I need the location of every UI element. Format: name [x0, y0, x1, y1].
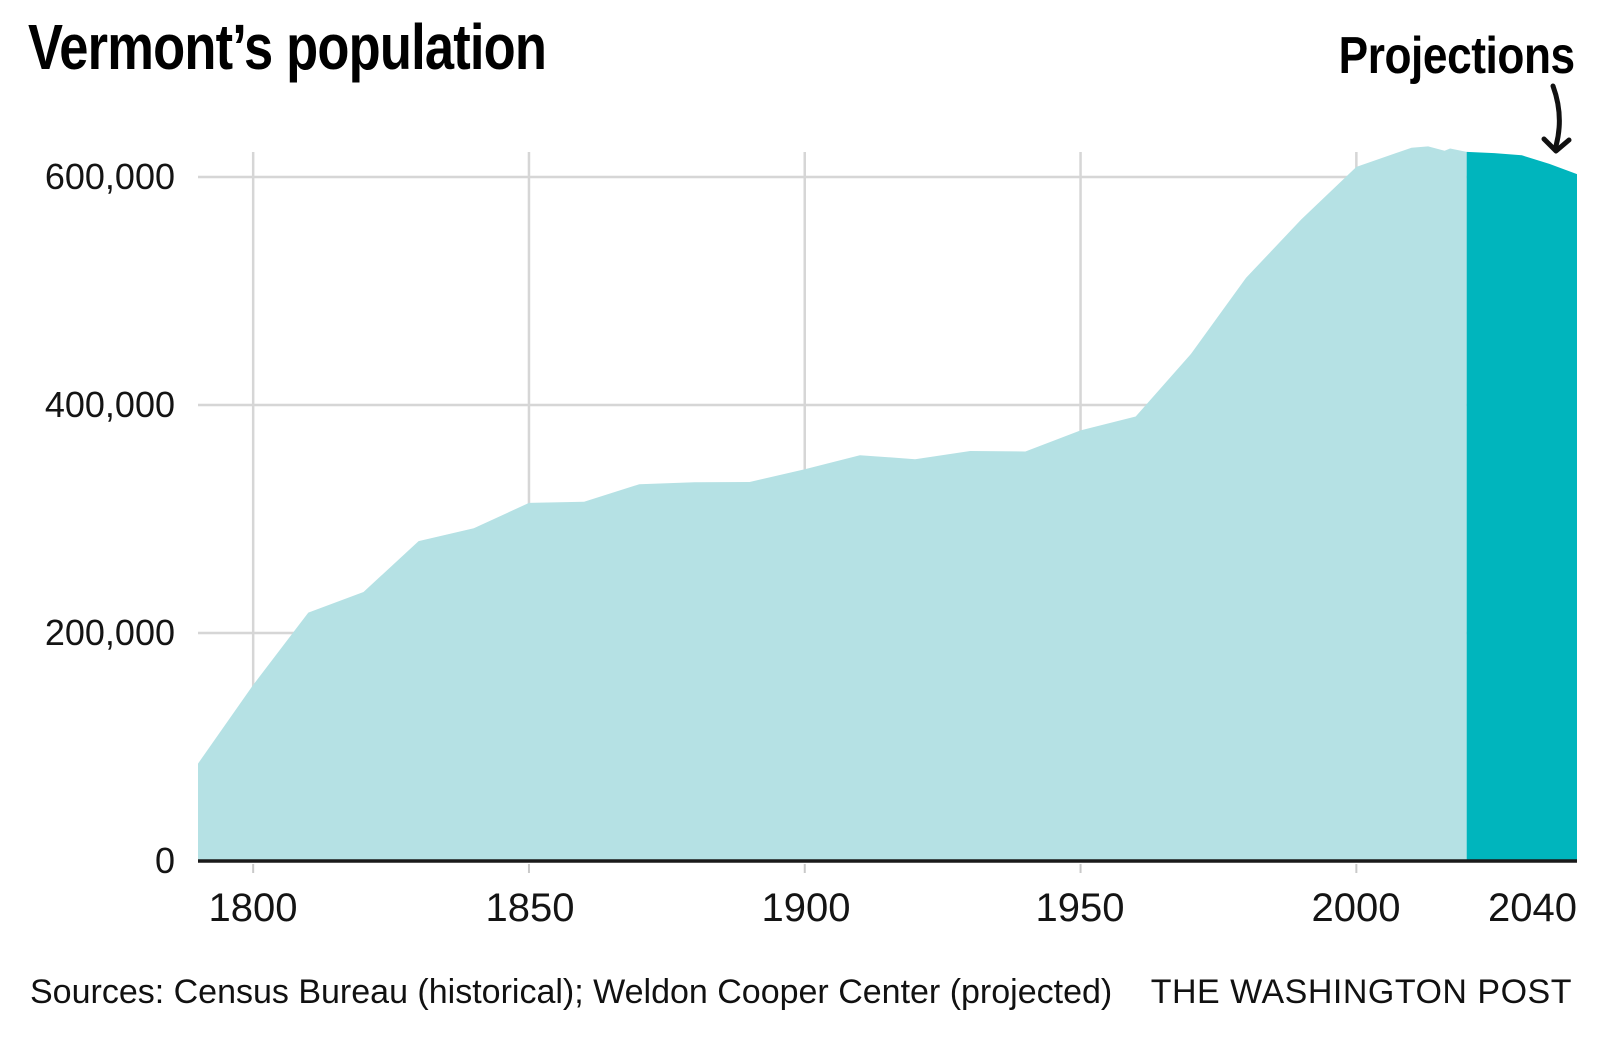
y-axis-label-400000: 400,000 [44, 384, 175, 425]
x-axis-label-1950: 1950 [1035, 886, 1125, 930]
projected-area [1466, 151, 1577, 861]
projections-arrow-icon [1550, 83, 1562, 149]
x-axis-label-1850: 1850 [485, 886, 575, 930]
publisher-credit: THE WASHINGTON POST [1150, 973, 1572, 1011]
y-axis-label-200000: 200,000 [44, 612, 175, 653]
x-axis-label-1800: 1800 [208, 886, 298, 930]
projections-annotation-label: Projections [1338, 27, 1575, 85]
chart-title: Vermont’s population [28, 11, 547, 83]
y-axis-label-600000: 600,000 [44, 156, 175, 197]
projections-arrowhead-icon [1541, 136, 1572, 154]
sources-note: Sources: Census Bureau (historical); Wel… [30, 973, 1113, 1011]
x-axis-label-1900: 1900 [761, 886, 851, 930]
x-axis-label-2040: 2040 [1488, 886, 1577, 930]
x-axis-label-2000: 2000 [1311, 886, 1401, 930]
historical-area [198, 146, 1467, 861]
y-axis-label-0: 0 [154, 840, 175, 881]
